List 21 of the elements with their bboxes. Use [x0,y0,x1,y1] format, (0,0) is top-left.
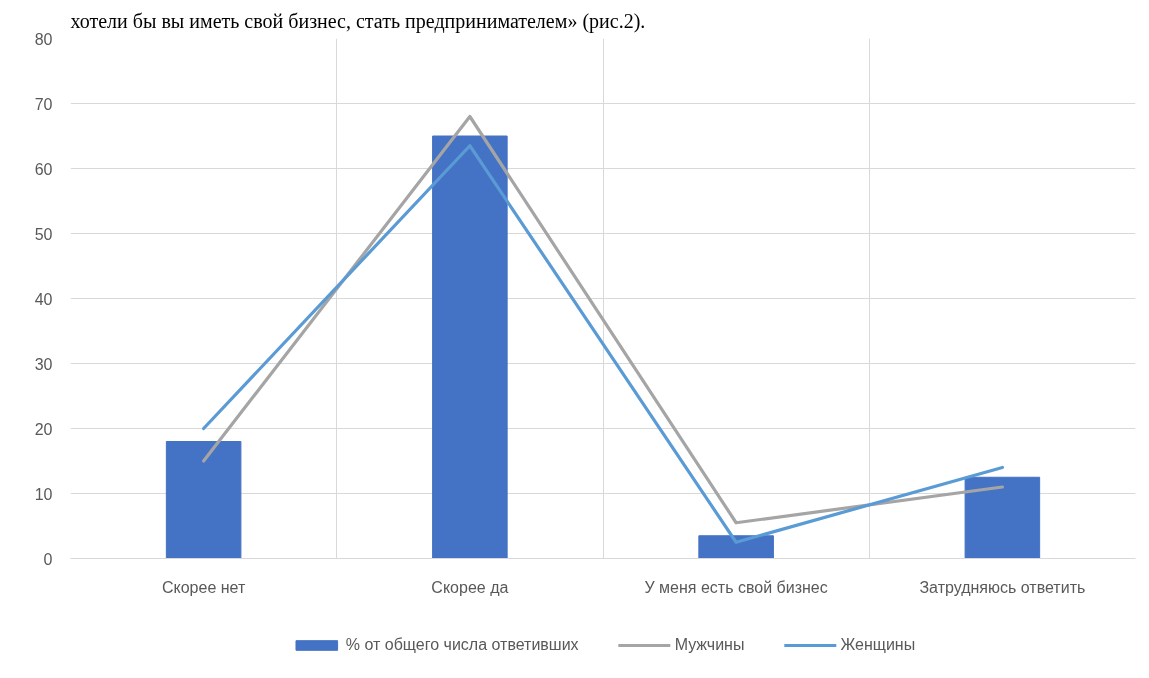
y-tick-label: 60 [34,160,53,178]
bar [432,135,508,559]
bar [964,476,1041,559]
y-tick-label: 20 [34,420,53,438]
bar [165,441,242,559]
y-tick-label: 50 [34,225,53,243]
legend-label: % от общего числа ответивших [345,636,579,654]
x-tick-label: У меня есть свой бизнес [644,578,828,596]
legend-label: Мужчины [674,636,745,654]
y-tick-label: 10 [34,485,53,503]
y-tick-label: 40 [34,290,53,308]
y-tick-label: 80 [34,30,53,48]
y-tick-label: 30 [34,355,53,373]
legend-label: Женщины [840,636,916,654]
x-tick-label: Скорее да [431,578,509,596]
text: хотели бы вы иметь свой бизнес, стать предпринимателем» (рис.2). [70,9,646,33]
y-tick-label: 0 [43,550,53,568]
x-tick-label: Скорее нет [161,578,246,596]
y-tick-label: 70 [34,95,53,113]
bar [698,535,774,559]
x-tick-label: Затрудняюсь ответить [919,578,1086,596]
